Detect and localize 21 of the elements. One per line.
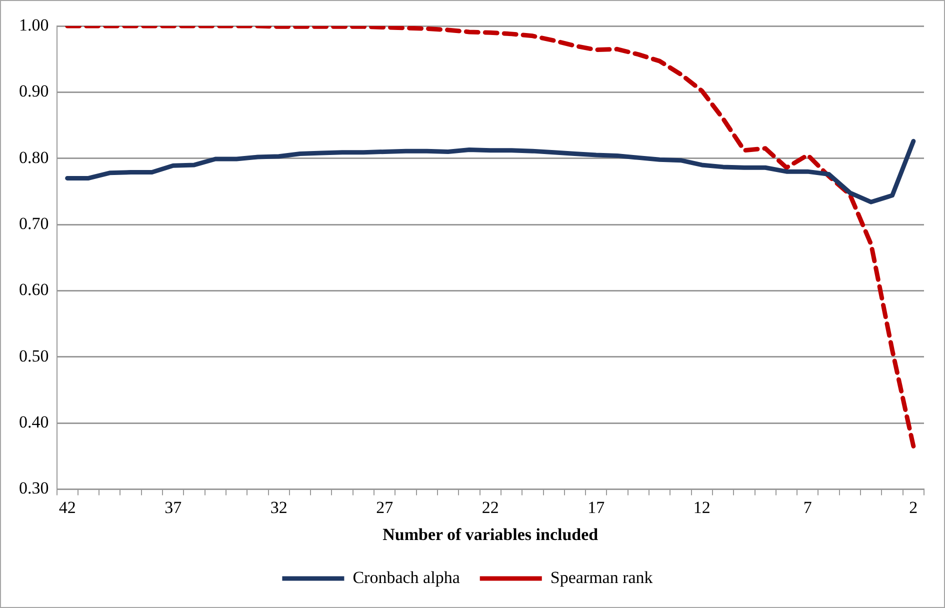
legend-label: Spearman rank bbox=[550, 568, 654, 587]
x-tick-label: 12 bbox=[693, 498, 710, 517]
x-tick-label: 32 bbox=[270, 498, 288, 517]
x-tick-label: 17 bbox=[588, 498, 606, 517]
line-series bbox=[65, 26, 916, 448]
x-axis-title: Number of variables included bbox=[382, 525, 599, 544]
y-tick-label: 0.90 bbox=[19, 82, 49, 101]
x-tick-label: 27 bbox=[376, 498, 394, 517]
y-tick-label: 1.00 bbox=[19, 15, 49, 34]
x-tick-label: 22 bbox=[482, 498, 499, 517]
x-tick-label: 7 bbox=[803, 498, 812, 517]
x-tick-label: 2 bbox=[909, 498, 918, 517]
y-tick-label: 0.50 bbox=[19, 346, 49, 366]
y-tick-label: 0.30 bbox=[19, 478, 49, 498]
y-tick-label: 0.80 bbox=[19, 148, 49, 167]
legend-label: Cronbach alpha bbox=[352, 568, 460, 587]
y-tick-label: 0.70 bbox=[19, 214, 49, 233]
x-tick-label: 37 bbox=[164, 498, 182, 517]
y-tick-label: 0.60 bbox=[19, 280, 49, 300]
y-tick-label: 0.40 bbox=[19, 412, 49, 432]
x-tick-label: 42 bbox=[58, 498, 76, 517]
